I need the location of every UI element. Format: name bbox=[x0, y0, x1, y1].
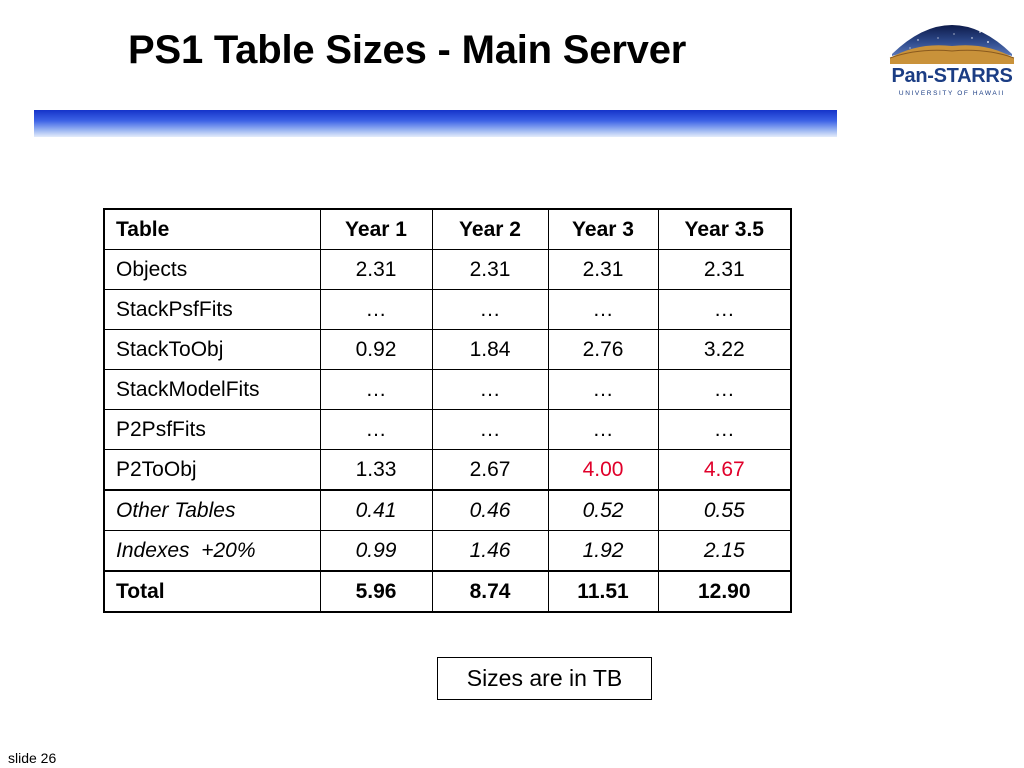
table-cell: 0.55 bbox=[657, 489, 792, 531]
row-label: StackPsfFits bbox=[103, 289, 321, 330]
table-cell: … bbox=[319, 369, 433, 410]
table-cell: 0.52 bbox=[547, 489, 659, 531]
table-cell: 0.92 bbox=[319, 329, 433, 370]
table-cell: 0.99 bbox=[319, 530, 433, 572]
table-cell: 8.74 bbox=[431, 570, 549, 613]
table-row: Objects 2.31 2.31 2.31 2.31 bbox=[103, 249, 792, 290]
table-row: Indexes +20% 0.99 1.46 1.92 2.15 bbox=[103, 530, 792, 572]
table-total-row: Total 5.96 8.74 11.51 12.90 bbox=[103, 570, 792, 613]
table-cell: 2.31 bbox=[431, 249, 549, 290]
table-cell: 2.67 bbox=[431, 449, 549, 491]
table-cell: … bbox=[431, 289, 549, 330]
slide-number: slide 26 bbox=[8, 750, 57, 766]
table-cell: 1.46 bbox=[431, 530, 549, 572]
table-row: StackPsfFits … … … … bbox=[103, 289, 792, 330]
table-header-row: Table Year 1 Year 2 Year 3 Year 3.5 bbox=[103, 208, 792, 250]
header-year-3-5: Year 3.5 bbox=[657, 208, 792, 250]
row-label: Other Tables bbox=[103, 489, 321, 531]
logo-sky-dome-icon bbox=[889, 19, 1015, 64]
row-label: StackModelFits bbox=[103, 369, 321, 410]
table-cell: 0.46 bbox=[431, 489, 549, 531]
table-cell: … bbox=[657, 289, 792, 330]
table-row: P2PsfFits … … … … bbox=[103, 409, 792, 450]
header-year-2: Year 2 bbox=[431, 208, 549, 250]
units-note: Sizes are in TB bbox=[437, 657, 652, 700]
pan-starrs-logo: Pan-STARRS UNIVERSITY OF HAWAII bbox=[888, 8, 1016, 100]
table-cell: 11.51 bbox=[547, 570, 659, 613]
table-cell-highlighted: 4.00 bbox=[547, 449, 659, 491]
table-cell: … bbox=[431, 369, 549, 410]
table-cell: 2.31 bbox=[319, 249, 433, 290]
header-year-1: Year 1 bbox=[319, 208, 433, 250]
table-sizes: Table Year 1 Year 2 Year 3 Year 3.5 Obje… bbox=[103, 208, 792, 613]
table-cell-highlighted: 4.67 bbox=[657, 449, 792, 491]
logo-subtext: UNIVERSITY OF HAWAII bbox=[898, 90, 1006, 97]
table-cell: 1.84 bbox=[431, 329, 549, 370]
table-cell: 0.41 bbox=[319, 489, 433, 531]
row-label: P2PsfFits bbox=[103, 409, 321, 450]
table-cell: 2.15 bbox=[657, 530, 792, 572]
row-label: StackToObj bbox=[103, 329, 321, 370]
table-cell: … bbox=[547, 409, 659, 450]
table-row: P2ToObj 1.33 2.67 4.00 4.67 bbox=[103, 449, 792, 491]
row-label: Total bbox=[103, 570, 321, 613]
title-underline-bar bbox=[34, 110, 837, 137]
table-cell: … bbox=[657, 409, 792, 450]
slide-title: PS1 Table Sizes - Main Server bbox=[128, 28, 687, 72]
table-cell: 2.31 bbox=[657, 249, 792, 290]
row-label: Objects bbox=[103, 249, 321, 290]
table-row: Other Tables 0.41 0.46 0.52 0.55 bbox=[103, 489, 792, 531]
table-cell: … bbox=[547, 289, 659, 330]
table-row: StackToObj 0.92 1.84 2.76 3.22 bbox=[103, 329, 792, 370]
table-cell: 1.33 bbox=[319, 449, 433, 491]
row-label: Indexes +20% bbox=[103, 530, 321, 572]
table-row: StackModelFits … … … … bbox=[103, 369, 792, 410]
table-cell: … bbox=[657, 369, 792, 410]
table-cell: 2.31 bbox=[547, 249, 659, 290]
table-cell: 5.96 bbox=[319, 570, 433, 613]
table-cell: … bbox=[319, 409, 433, 450]
table-cell: … bbox=[431, 409, 549, 450]
header-year-3: Year 3 bbox=[547, 208, 659, 250]
table-cell: 1.92 bbox=[547, 530, 659, 572]
table-cell: … bbox=[547, 369, 659, 410]
logo-wordmark: Pan-STARRS bbox=[891, 65, 1013, 87]
table-cell: 12.90 bbox=[657, 570, 792, 613]
table-cell: 3.22 bbox=[657, 329, 792, 370]
header-table: Table bbox=[103, 208, 321, 250]
row-label: P2ToObj bbox=[103, 449, 321, 491]
table-cell: … bbox=[319, 289, 433, 330]
table-cell: 2.76 bbox=[547, 329, 659, 370]
